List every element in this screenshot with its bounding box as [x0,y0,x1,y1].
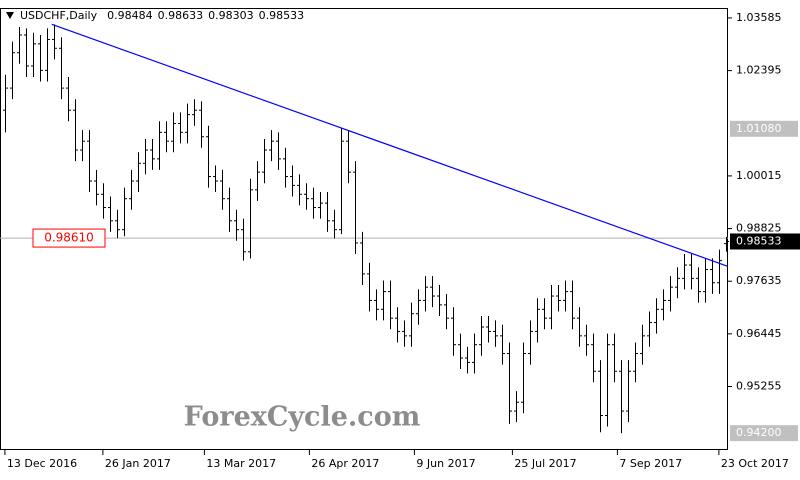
header-value: 0.98633 [158,9,204,22]
y-tick-label: 1.03585 [736,11,782,24]
y-tick-label: 0.98825 [736,222,782,235]
current-price-box [730,233,800,250]
level-label-box [32,228,106,248]
y-tick-label: 1.00015 [736,169,782,182]
chart-title: USDCHF,Daily [20,9,98,22]
price-label: 0.94200 [736,426,782,439]
x-tick-label: 13 Dec 2016 [7,457,77,470]
level-label: 0.98610 [44,231,94,245]
x-tick-label: 25 Jul 2017 [514,457,576,470]
header-value: 0.98303 [208,9,254,22]
header-value: 0.98484 [107,9,153,22]
x-tick-label: 23 Oct 2017 [721,457,789,470]
menu-triangle [6,12,14,19]
x-tick-label: 9 Jun 2017 [416,457,475,470]
current-price-label: 0.98533 [736,234,782,247]
x-tick-label: 13 Mar 2017 [206,457,276,470]
watermark: ForexCycle.com [184,402,421,433]
price-label: 1.01080 [736,122,782,135]
price-label-box [730,120,798,137]
plot-frame [0,8,728,450]
y-tick-label: 0.96445 [736,327,782,340]
x-tick-label: 7 Sep 2017 [619,457,682,470]
y-tick-label: 0.97635 [736,274,782,287]
y-tick-label: 1.02395 [736,64,782,77]
price-label-box [730,425,798,442]
y-tick-label: 0.95255 [736,380,782,393]
x-tick-label: 26 Jan 2017 [105,457,171,470]
trendline [51,23,729,267]
x-tick-label: 26 Apr 2017 [311,457,379,470]
header-value: 0.98533 [259,9,305,22]
